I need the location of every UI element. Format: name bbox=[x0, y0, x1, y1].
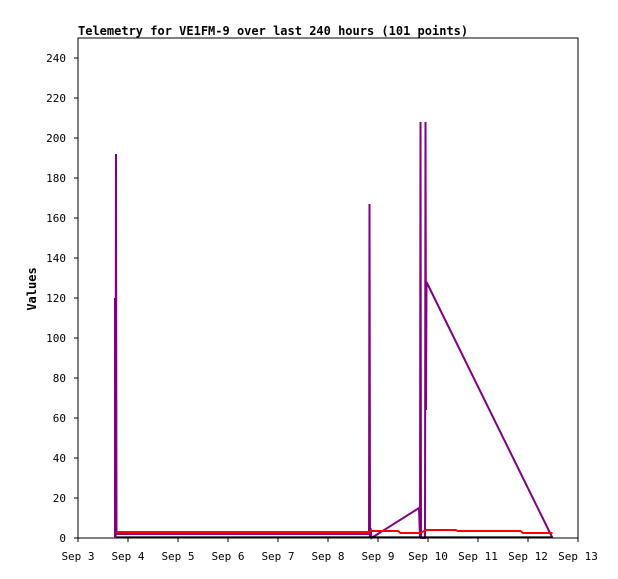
x-tick-label: Sep 6 bbox=[211, 550, 244, 563]
y-tick-label: 180 bbox=[46, 172, 66, 185]
y-tick-label: 240 bbox=[46, 52, 66, 65]
y-tick-label: 60 bbox=[53, 412, 66, 425]
y-tick-label: 0 bbox=[59, 532, 66, 545]
x-tick-label: Sep 4 bbox=[111, 550, 144, 563]
y-tick-label: 220 bbox=[46, 92, 66, 105]
x-axis: Sep 3 Sep 4 Sep 5 Sep 6 Sep 7 Sep 8 Sep 9 Sep 1… bbox=[61, 538, 598, 563]
x-tick-label: Sep 10 bbox=[408, 550, 448, 563]
x-tick-label: Sep 11 bbox=[458, 550, 498, 563]
plot-frame bbox=[77, 37, 579, 539]
series-line-1 bbox=[116, 529, 553, 534]
x-tick-label: Sep 3 bbox=[61, 550, 94, 563]
y-tick-label: 40 bbox=[53, 452, 66, 465]
y-tick-label: 100 bbox=[46, 332, 66, 345]
y-tick-label: 200 bbox=[46, 132, 66, 145]
x-tick-label: Sep 12 bbox=[508, 550, 548, 563]
y-axis-label: Values bbox=[25, 267, 39, 310]
series-layer bbox=[114, 121, 554, 540]
series-line-0 bbox=[114, 121, 554, 540]
y-tick-label: 140 bbox=[46, 252, 66, 265]
y-tick-label: 120 bbox=[46, 292, 66, 305]
x-tick-label: Sep 7 bbox=[261, 550, 294, 563]
x-tick-label: Sep 8 bbox=[311, 550, 344, 563]
x-tick-label: Sep 13 bbox=[558, 550, 598, 563]
y-tick-label: 160 bbox=[46, 212, 66, 225]
x-tick-label: Sep 5 bbox=[161, 550, 194, 563]
y-tick-label: 20 bbox=[53, 492, 66, 505]
y-tick-label: 80 bbox=[53, 372, 66, 385]
chart-title: Telemetry for VE1FM-9 over last 240 hour… bbox=[78, 24, 468, 38]
x-tick-label: Sep 9 bbox=[361, 550, 394, 563]
y-axis: 0 20 40 60 80 100 120 140 160 180 200 220 240 bbox=[46, 52, 78, 545]
